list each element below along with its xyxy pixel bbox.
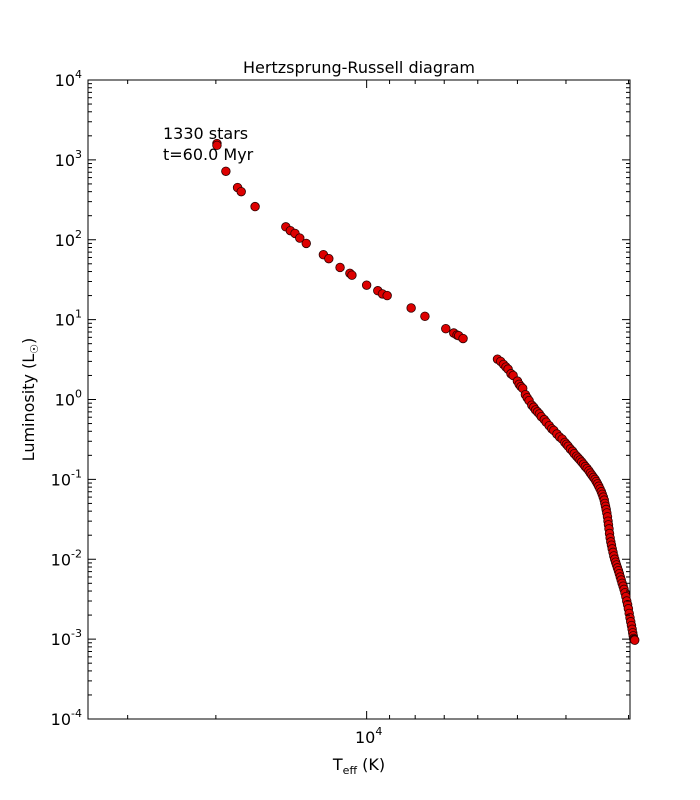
data-point — [212, 140, 222, 151]
x-tick-label: 104 — [355, 725, 382, 747]
data-point — [382, 290, 392, 301]
data-point — [324, 253, 334, 264]
data-point — [236, 186, 246, 197]
y-tick-label: 10-3 — [51, 627, 82, 649]
y-tick-label: 10-1 — [51, 467, 82, 489]
y-tick-label-mantissa: 10 — [51, 630, 71, 649]
y-tick-label-exponent: 3 — [75, 148, 82, 161]
y-tick-label-exponent: -1 — [71, 467, 82, 480]
y-tick-label-exponent: -3 — [71, 627, 82, 640]
y-tick-label-mantissa: 10 — [55, 231, 75, 250]
y-tick-label: 103 — [55, 148, 82, 170]
data-point — [250, 201, 260, 212]
data-point — [335, 262, 345, 273]
plot-area — [87, 79, 640, 720]
y-tick-label-exponent: 0 — [75, 388, 82, 401]
y-tick-label: 102 — [55, 228, 82, 250]
y-tick-label-mantissa: 10 — [51, 550, 71, 569]
data-points — [212, 138, 640, 645]
y-tick-label-exponent: 4 — [75, 68, 82, 81]
y-tick-label-mantissa: 10 — [51, 470, 71, 489]
data-point — [630, 635, 640, 645]
plot-frame — [87, 79, 631, 720]
data-point — [361, 280, 372, 290]
y-tick-label-mantissa: 10 — [55, 311, 75, 330]
y-tick-label-mantissa: 10 — [55, 71, 75, 90]
x-axis-title: Teff (K) — [332, 755, 385, 777]
y-tick-label-mantissa: 10 — [51, 710, 71, 729]
y-tick-label-exponent: 1 — [75, 308, 82, 321]
y-tick-label: 101 — [55, 308, 82, 330]
data-point — [406, 303, 416, 313]
data-point — [301, 238, 311, 249]
chart-title: Hertzsprung-Russell diagram — [243, 58, 475, 77]
y-tick-label-mantissa: 10 — [55, 151, 75, 170]
data-point — [441, 323, 451, 334]
y-tick-label-exponent: 2 — [75, 228, 82, 241]
data-point — [295, 233, 305, 243]
axis-ticks — [88, 79, 630, 720]
y-tick-label: 100 — [55, 388, 82, 410]
y-tick-label-exponent: -2 — [71, 547, 82, 560]
y-tick-label: 10-4 — [51, 707, 82, 729]
y-tick-label-mantissa: 10 — [55, 391, 75, 410]
x-tick-label-mantissa: 10 — [355, 728, 375, 747]
x-axis-title-main: T — [332, 755, 343, 774]
x-axis-title-sub: eff — [343, 764, 358, 777]
x-tick-label-exponent: 4 — [375, 725, 382, 738]
y-tick-label-exponent: -4 — [71, 707, 82, 720]
y-axis-title-close: ) — [19, 338, 38, 344]
age-label: t=60.0 Myr — [163, 145, 254, 164]
y-tick-label: 10-2 — [51, 547, 82, 569]
y-axis-title-group: Luminosity (L☉) — [19, 338, 41, 462]
x-axis-title-unit: (K) — [357, 755, 385, 774]
y-axis-title-main: Luminosity (L — [19, 354, 38, 462]
data-point — [347, 270, 357, 280]
y-axis-title-sub: ☉ — [28, 344, 41, 354]
y-tick-label: 104 — [55, 68, 82, 90]
y-axis-title: Luminosity (L☉) — [19, 338, 41, 462]
data-point — [458, 333, 468, 344]
annotation-block: 1330 stars t=60.0 Myr — [163, 124, 254, 164]
data-point — [420, 311, 430, 322]
data-point — [221, 166, 231, 176]
star-count-label: 1330 stars — [163, 124, 248, 143]
